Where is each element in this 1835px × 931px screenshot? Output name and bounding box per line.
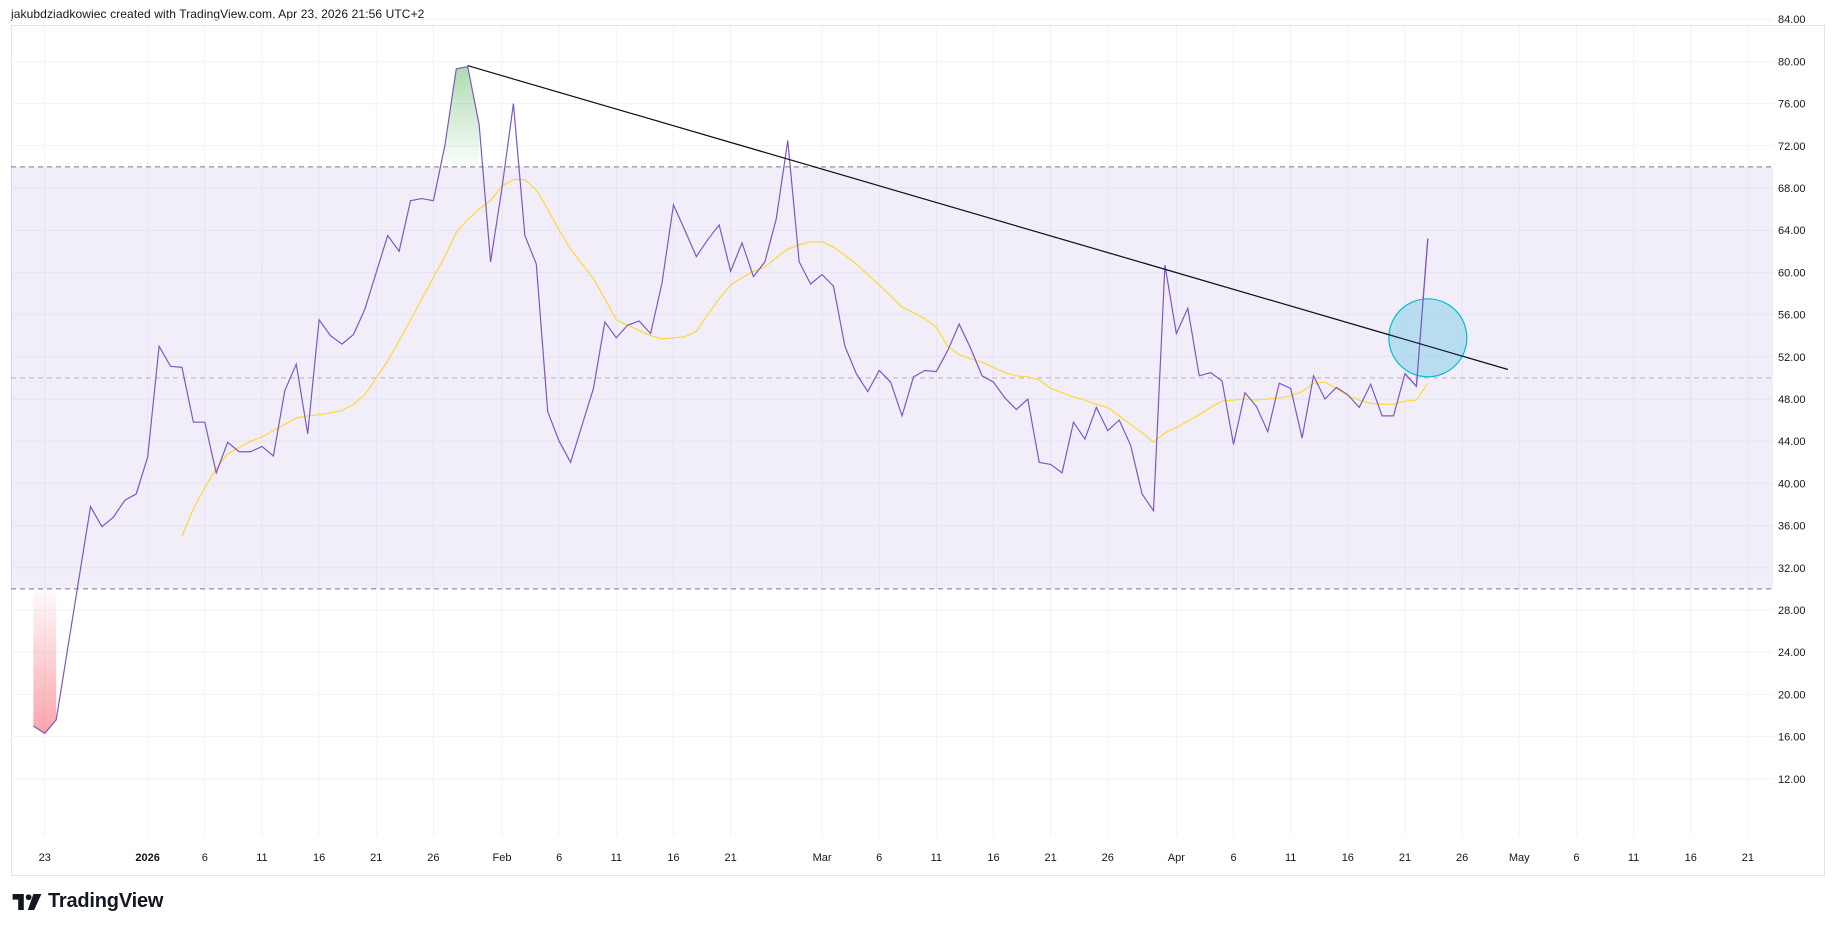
highlight-circle	[1388, 298, 1468, 378]
y-tick-label: 68.00	[1778, 183, 1806, 195]
x-tick-label: 16	[1342, 852, 1354, 864]
y-tick-label: 40.00	[1778, 478, 1806, 490]
y-tick-label: 80.00	[1778, 56, 1806, 68]
x-tick-label: 21	[1742, 852, 1754, 864]
x-tick-label: 16	[987, 852, 999, 864]
x-tick-label: 6	[202, 852, 208, 864]
x-tick-label: 6	[1573, 852, 1579, 864]
x-tick-label: 11	[1628, 852, 1639, 864]
x-tick-label: May	[1509, 852, 1530, 864]
y-tick-label: 84.00	[1778, 14, 1806, 26]
x-tick-label: 16	[313, 852, 325, 864]
y-axis: 84.00 80.00 76.00 72.00 68.00 64.00 60.00 56.00…	[1778, 14, 1806, 786]
x-tick-label: 6	[876, 852, 882, 864]
x-tick-label: 21	[1045, 852, 1057, 864]
tradingview-logo-icon	[12, 893, 42, 910]
x-tick-label: 6	[1230, 852, 1236, 864]
y-tick-label: 24.00	[1778, 647, 1806, 659]
y-tick-label: 60.00	[1778, 267, 1806, 279]
x-tick-label: Mar	[813, 852, 832, 864]
rsi-ma-line	[181, 178, 1429, 537]
x-tick-label: 26	[1102, 852, 1114, 864]
x-tick-label: 26	[1456, 852, 1468, 864]
x-tick-label: 16	[667, 852, 679, 864]
y-tick-label: 52.00	[1778, 352, 1806, 364]
rsi-line	[33, 65, 1429, 735]
y-tick-label: 48.00	[1778, 394, 1806, 406]
x-axis: 23 2026 6 11 16 21 26 Feb 6 11 16 21 Mar 6 11 16 21 26 Apr…	[39, 852, 1754, 864]
y-tick-label: 44.00	[1778, 436, 1806, 448]
trendline-overlay	[467, 65, 1508, 370]
oversold-fill	[33, 588, 57, 734]
x-tick-label: 11	[611, 852, 622, 864]
x-tick-label: 21	[1399, 852, 1411, 864]
x-tick-label: Feb	[493, 852, 512, 864]
y-tick-label: 56.00	[1778, 310, 1806, 322]
y-tick-label: 20.00	[1778, 689, 1806, 701]
tradingview-logo[interactable]: TradingView	[12, 890, 163, 913]
y-tick-label: 16.00	[1778, 732, 1806, 744]
rsi-band	[11, 166, 1773, 590]
x-tick-label: 23	[39, 852, 51, 864]
y-tick-label: 32.00	[1778, 563, 1806, 575]
overbought-fill	[444, 66, 480, 167]
y-tick-label: 36.00	[1778, 521, 1806, 533]
y-tick-label: 64.00	[1778, 225, 1806, 237]
rsi-line-overlay	[1404, 238, 1429, 388]
x-tick-label: 11	[256, 852, 267, 864]
drawings	[467, 65, 1508, 388]
x-tick-label: 21	[724, 852, 736, 864]
x-tick-label: Apr	[1168, 852, 1185, 864]
y-tick-label: 72.00	[1778, 141, 1806, 153]
chart-caption: jakubdziadkowiec created with TradingVie…	[11, 7, 425, 21]
y-tick-label: 76.00	[1778, 99, 1806, 111]
x-tick-label: 11	[1285, 852, 1296, 864]
series-lines	[33, 65, 1429, 735]
x-tick-label: 2026	[135, 852, 159, 864]
x-tick-label: 11	[931, 852, 942, 864]
x-tick-label: 21	[370, 852, 382, 864]
x-tick-label: 16	[1685, 852, 1697, 864]
x-tick-label: 26	[427, 852, 439, 864]
y-tick-label: 12.00	[1778, 774, 1806, 786]
x-tick-label: 6	[556, 852, 562, 864]
y-tick-label: 28.00	[1778, 605, 1806, 617]
chart-frame	[11, 25, 1825, 876]
tradingview-logo-text: TradingView	[48, 890, 164, 912]
